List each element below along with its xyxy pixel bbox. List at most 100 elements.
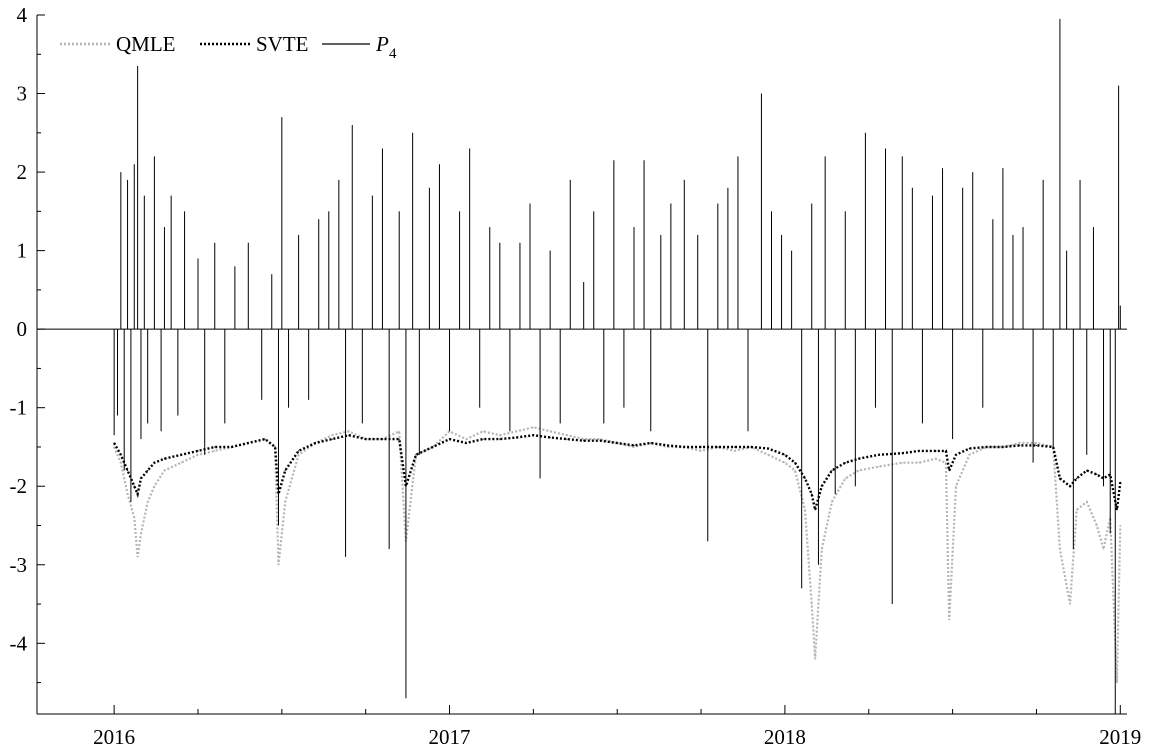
data-point-svte — [214, 446, 216, 448]
data-point-qmle — [948, 619, 950, 621]
data-point-svte — [140, 477, 142, 479]
data-point-qmle — [331, 434, 333, 436]
y-tick-label: -3 — [10, 553, 28, 577]
data-point-svte — [599, 440, 602, 442]
data-point-svte — [811, 493, 813, 495]
data-point-svte — [985, 446, 987, 448]
data-point-qmle — [784, 462, 786, 464]
data-point-qmle — [1035, 442, 1038, 444]
y-tick-label: 1 — [17, 239, 28, 263]
data-point-qmle — [633, 446, 635, 448]
data-point-qmle — [566, 434, 568, 436]
data-point-svte — [821, 485, 823, 487]
data-point-qmle — [499, 434, 501, 436]
data-point-svte — [264, 438, 266, 440]
data-point-svte — [918, 450, 920, 452]
data-point-svte — [666, 444, 669, 446]
data-point-svte — [1035, 444, 1038, 446]
data-point-qmle — [734, 450, 736, 452]
legend: QMLE SVTE P 4 — [60, 32, 397, 62]
data-point-svte — [717, 446, 719, 448]
data-point-qmle — [1019, 442, 1021, 444]
data-point-svte — [804, 477, 806, 479]
data-point-qmle — [197, 454, 199, 456]
data-point-qmle — [666, 446, 669, 448]
data-point-svte — [163, 458, 166, 460]
data-point-svte — [683, 446, 685, 448]
data-point-qmle — [398, 430, 400, 432]
data-point-qmle — [140, 532, 142, 534]
data-point-svte — [566, 438, 568, 440]
series-p4 — [113, 18, 1121, 714]
data-point-qmle — [147, 501, 149, 503]
data-point-svte — [365, 438, 367, 440]
series-layer — [113, 18, 1122, 714]
data-point-qmle — [133, 517, 135, 519]
y-tick-label: -2 — [10, 474, 28, 498]
data-point-svte — [1096, 473, 1098, 476]
data-point-qmle — [844, 477, 846, 479]
data-point-qmle — [214, 450, 216, 452]
data-point-qmle — [700, 450, 702, 452]
x-tick-label: 2018 — [764, 725, 806, 749]
data-point-svte — [901, 452, 903, 454]
data-point-qmle — [163, 469, 166, 472]
x-tick-label: 2017 — [429, 725, 471, 749]
data-point-qmle — [1096, 524, 1098, 527]
data-point-qmle — [767, 454, 769, 456]
x-tick-label: 2016 — [93, 725, 135, 749]
data-point-qmle — [955, 485, 957, 487]
series-svte — [113, 433, 1122, 511]
data-point-qmle — [814, 658, 816, 660]
data-point-qmle — [901, 462, 903, 464]
data-point-qmle — [968, 454, 970, 456]
data-point-qmle — [1102, 548, 1105, 550]
data-point-qmle — [804, 509, 806, 511]
data-point-qmle — [811, 603, 813, 605]
data-point-svte — [153, 462, 155, 464]
data-point-svte — [1116, 509, 1118, 511]
data-point-svte — [126, 469, 129, 472]
data-point-svte — [1019, 444, 1021, 446]
data-point-svte — [516, 436, 518, 439]
data-point-svte — [794, 462, 796, 464]
y-tick-label: 2 — [17, 160, 28, 184]
data-point-svte — [197, 450, 199, 452]
data-point-qmle — [348, 430, 350, 432]
data-point-qmle — [180, 462, 182, 464]
data-point-svte — [298, 450, 300, 452]
legend-label-qmle: QMLE — [116, 32, 176, 56]
data-point-svte — [1002, 446, 1004, 448]
data-point-svte — [482, 438, 484, 440]
data-point-qmle — [583, 438, 585, 440]
data-point-qmle — [858, 469, 860, 472]
data-point-qmle — [599, 438, 602, 440]
data-point-svte — [1076, 477, 1078, 479]
series-line-qmle — [113, 426, 1122, 683]
data-point-qmle — [1086, 501, 1088, 503]
data-point-svte — [583, 440, 585, 442]
data-point-svte — [844, 462, 846, 464]
series-qmle — [113, 426, 1122, 684]
data-point-svte — [113, 442, 115, 444]
legend-label-p4-subscript: 4 — [389, 46, 397, 62]
data-point-svte — [120, 454, 122, 456]
data-point-qmle — [1059, 548, 1061, 550]
data-point-qmle — [532, 426, 534, 428]
legend-label-svte: SVTE — [256, 32, 309, 56]
data-point-qmle — [482, 430, 484, 432]
x-tick-label: 2019 — [1099, 725, 1141, 749]
data-point-svte — [935, 450, 937, 452]
data-point-svte — [465, 442, 467, 444]
data-point-svte — [616, 442, 618, 444]
data-point-svte — [750, 446, 752, 448]
data-point-qmle — [878, 466, 880, 468]
data-point-svte — [734, 446, 736, 448]
data-point-svte — [133, 485, 135, 487]
data-point-svte — [831, 469, 833, 472]
data-point-qmle — [1069, 603, 1071, 605]
data-point-qmle — [918, 462, 920, 464]
x-axis: 2016 2017 2018 2019 — [93, 705, 1141, 749]
data-point-svte — [633, 444, 635, 446]
